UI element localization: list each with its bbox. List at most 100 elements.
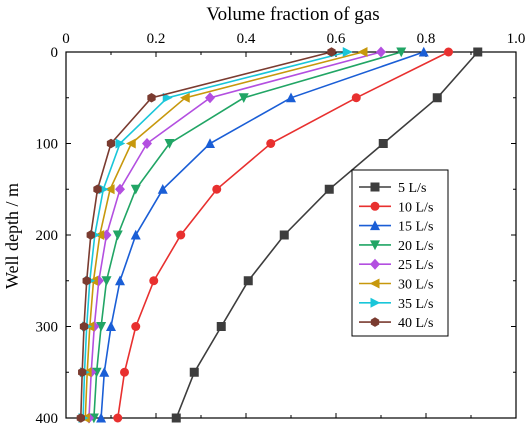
data-point (351, 93, 361, 103)
data-point (106, 321, 116, 331)
data-point (432, 93, 442, 103)
legend-marker (370, 258, 380, 270)
x-tick-label: 1.0 (507, 31, 526, 47)
legend-item: 25 L/s (359, 258, 433, 273)
x-tick-label: 0.8 (417, 31, 436, 47)
data-point (176, 230, 186, 240)
legend-label: 15 L/s (398, 220, 433, 235)
data-point (115, 138, 126, 149)
data-point (157, 183, 168, 194)
y-tick-label: 200 (36, 228, 59, 244)
data-point (171, 413, 181, 423)
data-point (444, 47, 453, 57)
data-point (147, 92, 156, 103)
data-point (86, 230, 95, 240)
legend-item: 10 L/s (359, 200, 433, 215)
data-point (243, 276, 253, 286)
y-tick-label: 0 (51, 45, 59, 61)
data-point (142, 138, 152, 149)
series-10-l-s (113, 47, 453, 423)
legend-item: 35 L/s (359, 297, 433, 312)
data-point (78, 367, 87, 378)
data-point (131, 322, 141, 331)
legend-item: 5 L/s (359, 181, 426, 196)
data-point (93, 184, 102, 195)
legend-label: 30 L/s (398, 278, 433, 293)
data-point (212, 184, 222, 194)
y-tick-label: 400 (36, 411, 59, 425)
data-point (115, 183, 125, 195)
data-point (106, 138, 116, 149)
y-tick-label: 300 (36, 320, 59, 336)
x-tick-label: 0.4 (237, 31, 256, 47)
data-point (115, 275, 125, 286)
data-point (112, 230, 123, 241)
data-point (418, 46, 429, 57)
legend-item: 20 L/s (359, 239, 433, 254)
legend-item: 30 L/s (359, 278, 433, 293)
data-point (342, 47, 353, 57)
series-line (82, 51, 348, 419)
series-40-l-s (76, 47, 336, 423)
series-30-l-s (80, 47, 368, 423)
x-tick-label: 0.6 (327, 31, 346, 47)
data-point (101, 276, 112, 287)
legend-box (351, 169, 449, 337)
series-5-l-s (171, 47, 483, 423)
data-point (286, 92, 296, 103)
data-point (189, 367, 199, 377)
data-point (378, 139, 388, 148)
data-point (216, 322, 226, 331)
legend-marker (370, 182, 380, 192)
legend: 5 L/s 10 L/s 15 L/s 20 L/s 25 L/s 30 L/s 35 L/… (351, 169, 449, 337)
data-point (149, 276, 159, 286)
data-point (266, 139, 276, 148)
data-point (125, 138, 136, 149)
data-point (113, 413, 123, 423)
data-point (120, 367, 129, 377)
legend-marker (370, 240, 380, 251)
data-point (327, 47, 336, 57)
x-tick-label: 0.2 (147, 31, 166, 47)
data-point (79, 321, 89, 332)
data-point (205, 92, 215, 104)
data-point (96, 322, 107, 332)
legend-label: 35 L/s (398, 297, 433, 312)
data-point (82, 275, 91, 286)
data-point (130, 229, 141, 240)
y-axis-label: Well depth / m (2, 183, 22, 289)
data-point (99, 366, 110, 377)
data-point (162, 92, 173, 103)
legend-marker (369, 278, 380, 289)
series-line (88, 51, 382, 419)
data-point (279, 230, 289, 240)
legend-marker (370, 297, 381, 308)
series-layer (76, 46, 483, 424)
data-point (357, 47, 368, 57)
legend-marker (370, 220, 380, 231)
legend-item: 40 L/s (359, 316, 433, 331)
data-point (179, 92, 190, 103)
series-15-l-s (96, 46, 429, 423)
data-point (376, 46, 386, 58)
data-point (76, 413, 86, 423)
data-point (205, 138, 215, 148)
y-tick-label: 100 (36, 137, 59, 153)
x-tick-label: 0 (62, 31, 70, 47)
data-point (96, 412, 107, 423)
data-point (396, 47, 407, 58)
x-axis-label: Volume fraction of gas (206, 4, 379, 25)
legend-marker (370, 317, 380, 327)
legend-marker (370, 201, 380, 211)
legend-label: 40 L/s (398, 316, 433, 331)
legend-label: 10 L/s (398, 200, 433, 215)
legend-label: 5 L/s (398, 181, 426, 196)
series-25-l-s (83, 46, 386, 424)
data-point (473, 47, 483, 57)
data-point (104, 184, 115, 195)
legend-item: 15 L/s (359, 220, 433, 235)
legend-label: 20 L/s (398, 239, 433, 254)
data-point (130, 184, 141, 195)
data-point (324, 184, 334, 194)
